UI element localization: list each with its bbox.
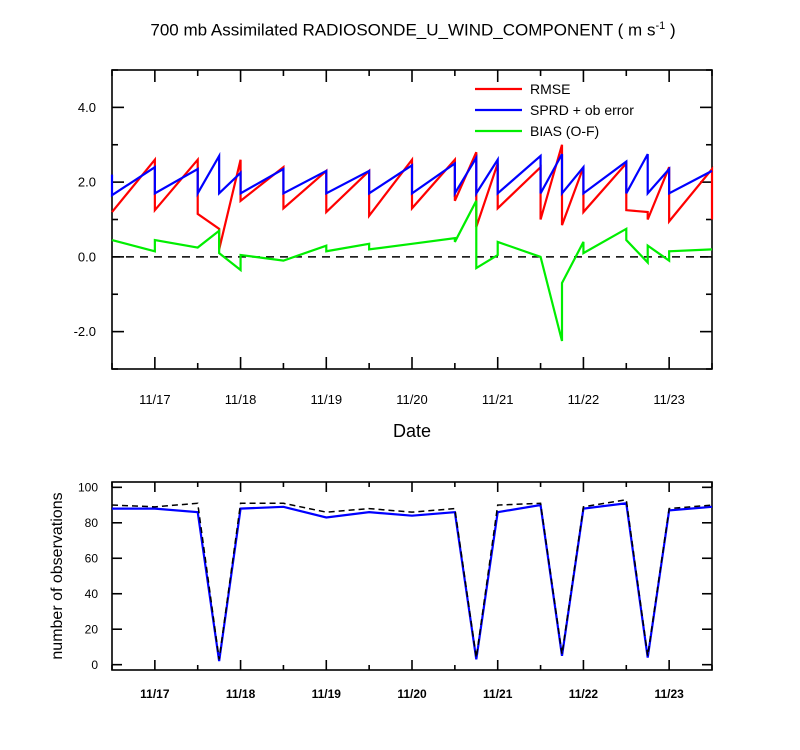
top-y-tick-label: 4.0	[78, 100, 96, 115]
chart-title-unit-exponent: -1	[655, 20, 666, 32]
bottom-y-tick-label: 100	[78, 481, 98, 495]
bottom-x-tick-label: 11/22	[569, 687, 599, 701]
top-x-tick-label: 11/20	[396, 392, 428, 407]
bottom-y-tick-label: 80	[85, 516, 99, 530]
bottom-x-tick-label: 11/18	[226, 687, 256, 701]
top-series-bias-o-f	[111, 200, 713, 342]
bottom-series-assimilated	[112, 502, 713, 662]
top-x-axis-title: Date	[393, 421, 431, 441]
legend-label-0: RMSE	[530, 81, 570, 97]
bottom-x-tick-label: 11/17	[140, 687, 170, 701]
top-y-tick-label: -2.0	[74, 324, 96, 339]
bottom-plot-frame	[111, 481, 713, 671]
chart-title-end: )	[665, 20, 676, 40]
chart-title: 700 mb Assimilated RADIOSONDE_U_WIND_COM…	[0, 20, 800, 41]
bottom-x-tick-label: 11/20	[397, 687, 427, 701]
bottom-y-axis-title: number of observations	[49, 492, 66, 659]
top-x-tick-label: 11/23	[653, 392, 685, 407]
bottom-y-tick-label: 0	[91, 658, 98, 672]
legend-label-2: BIAS (O-F)	[530, 123, 599, 139]
bottom-x-tick-label: 11/21	[483, 687, 513, 701]
bottom-series-possible	[111, 498, 713, 660]
top-y-tick-label: 2.0	[78, 175, 96, 190]
top-x-tick-label: 11/18	[225, 392, 257, 407]
bottom-y-tick-label: 40	[85, 587, 99, 601]
top-x-tick-label: 11/19	[310, 392, 342, 407]
top-y-tick-label: 0.0	[78, 249, 96, 264]
bottom-y-tick-label: 20	[85, 622, 99, 636]
bottom-x-tick-label: 11/19	[312, 687, 342, 701]
bottom-y-tick-label: 60	[85, 551, 99, 565]
top-x-tick-label: 11/21	[482, 392, 514, 407]
bottom-panel: 11/17 11/18 11/19 11/20 11/21 11/22 11/23 0 20 40…	[49, 481, 713, 701]
top-series-rmse	[111, 144, 714, 250]
bottom-x-tick-label: 11/23	[654, 687, 684, 701]
top-series-sprd-ob-error	[110, 151, 713, 198]
top-x-tick-label: 11/22	[568, 392, 600, 407]
top-panel: 11/17 11/18 11/19 11/20 11/21 11/22 11/23 -2.0 0…	[74, 69, 714, 441]
chart-title-main: 700 mb Assimilated RADIOSONDE_U_WIND_COM…	[150, 20, 656, 40]
top-x-tick-label: 11/17	[139, 392, 171, 407]
legend-label-1: SPRD + ob error	[530, 102, 634, 118]
